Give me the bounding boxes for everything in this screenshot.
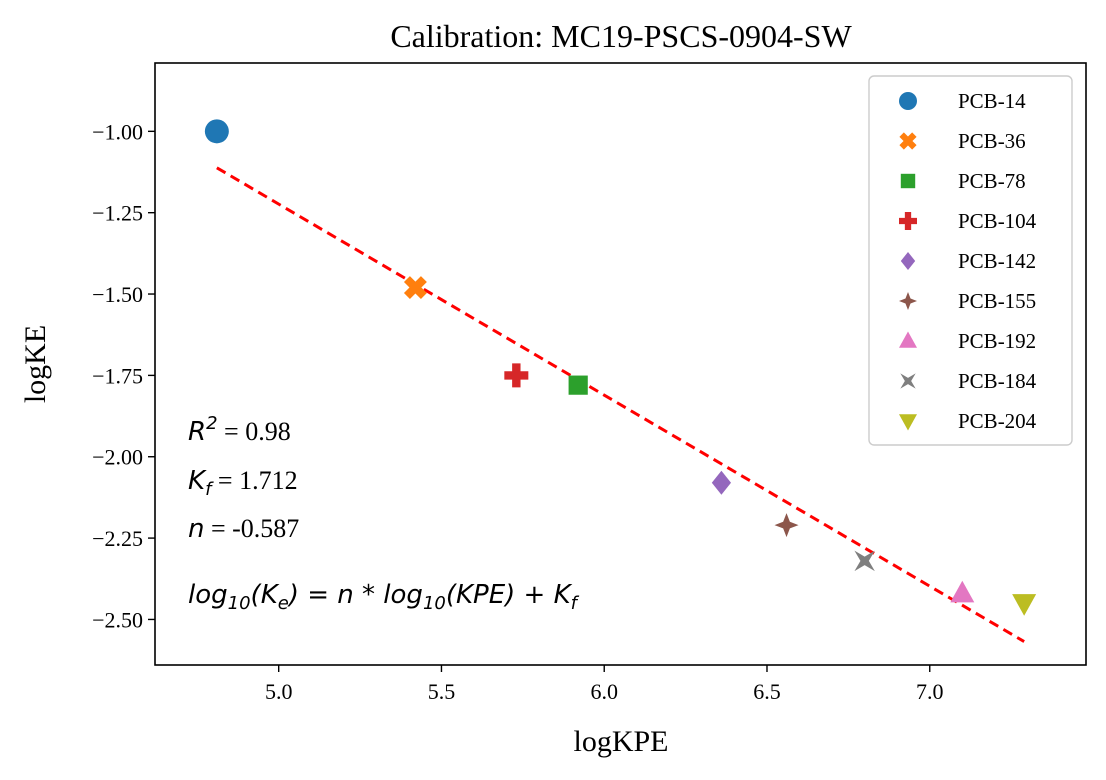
legend-marker-pcb-155 <box>899 292 917 310</box>
x-tick-label: 6.0 <box>590 679 618 704</box>
equation-annotation: log10(Ke) = n * log10(KPE) + Kf <box>188 580 580 614</box>
data-point-pcb-155 <box>774 513 799 538</box>
y-tick-label: −2.00 <box>92 445 143 470</box>
legend-label: PCB-204 <box>958 409 1037 433</box>
data-point-pcb-142 <box>711 470 732 495</box>
legend-label: PCB-192 <box>958 329 1036 353</box>
legend-box <box>868 75 1073 446</box>
legend-marker-pcb-14 <box>899 92 917 110</box>
y-tick-label: −1.50 <box>92 282 143 307</box>
data-point-pcb-192 <box>950 580 975 603</box>
legend-marker-pcb-142 <box>900 252 916 270</box>
data-point-pcb-184 <box>854 550 875 572</box>
data-point-pcb-36 <box>403 276 427 299</box>
legend-marker-pcb-184 <box>900 373 916 389</box>
y-axis-ticks: −1.00 −1.25 −1.50 −1.75 −2.00 −2.25 −2.50 <box>92 119 155 632</box>
legend-marker-pcb-78 <box>900 173 916 189</box>
kf-annotation: Kf = 1.712 <box>188 466 298 500</box>
y-tick-label: −1.25 <box>92 201 143 226</box>
data-points <box>204 119 1037 616</box>
r-squared-annotation: R2 = 0.98 <box>188 413 291 447</box>
x-tick-label: 6.5 <box>753 679 781 704</box>
legend-label: PCB-184 <box>958 369 1037 393</box>
legend-marker-pcb-192 <box>899 331 917 348</box>
legend-label: PCB-36 <box>958 129 1026 153</box>
n-annotation: n = -0.587 <box>188 514 299 544</box>
legend-marker-pcb-36 <box>899 132 917 150</box>
legend-label: PCB-14 <box>958 89 1026 113</box>
y-tick-label: −1.00 <box>92 119 143 144</box>
x-axis-label: logKPE <box>573 725 668 758</box>
legend-label: PCB-104 <box>958 209 1037 233</box>
data-point-pcb-104 <box>504 363 529 388</box>
x-tick-label: 5.0 <box>265 679 293 704</box>
data-point-pcb-14 <box>204 119 229 144</box>
chart-title: Calibration: MC19-PSCS-0904-SW <box>390 18 852 54</box>
legend-label: PCB-155 <box>958 289 1036 313</box>
data-point-pcb-204 <box>1012 594 1037 616</box>
legend-marker-pcb-204 <box>899 414 917 431</box>
data-point-pcb-78 <box>568 375 588 395</box>
y-tick-label: −2.25 <box>92 526 143 551</box>
y-tick-label: −2.50 <box>92 607 143 632</box>
x-tick-label: 5.5 <box>428 679 456 704</box>
fit-line <box>216 166 1025 643</box>
legend: PCB-14 PCB-36 PCB-78 PCB-104 PCB-142 PCB-155 P… <box>868 75 1073 446</box>
legend-label: PCB-78 <box>958 169 1026 193</box>
x-tick-label: 7.0 <box>916 679 944 704</box>
legend-marker-pcb-104 <box>899 212 917 230</box>
fit-line-group <box>216 166 1025 643</box>
legend-label: PCB-142 <box>958 249 1036 273</box>
x-axis-ticks: 5.0 5.5 6.0 6.5 7.0 <box>265 665 944 704</box>
y-tick-label: −1.75 <box>92 363 143 388</box>
y-axis-label: logKE <box>19 325 52 403</box>
plot-area <box>154 62 1087 666</box>
